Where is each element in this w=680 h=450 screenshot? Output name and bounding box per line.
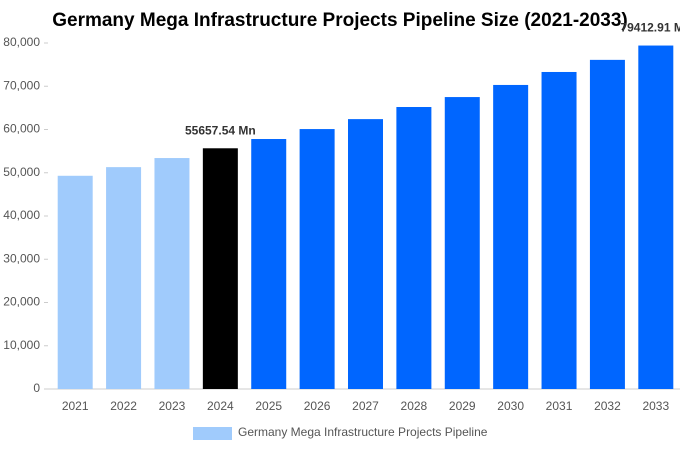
- legend-swatch: [193, 427, 232, 440]
- bar: [444, 97, 480, 389]
- x-tick-label: 2029: [449, 399, 476, 413]
- bar: [541, 71, 577, 389]
- legend-label: Germany Mega Infrastructure Projects Pip…: [238, 425, 488, 439]
- y-tick-label: 30,000: [3, 251, 40, 265]
- y-tick-label: 80,000: [3, 35, 40, 49]
- data-label: 79412.91 Mn: [620, 21, 680, 35]
- bar: [154, 158, 190, 389]
- bar: [589, 59, 625, 390]
- x-tick-label: 2027: [352, 399, 379, 413]
- bar: [493, 84, 529, 389]
- x-tick-label: 2022: [110, 399, 137, 413]
- x-tick-label: 2021: [62, 399, 89, 413]
- bar: [251, 139, 287, 389]
- y-tick-label: 60,000: [3, 122, 40, 136]
- bar: [299, 129, 335, 389]
- y-tick-label: 0: [33, 381, 40, 395]
- x-tick-label: 2033: [642, 399, 669, 413]
- bar: [396, 107, 432, 389]
- x-tick-label: 2031: [546, 399, 573, 413]
- x-tick-label: 2030: [497, 399, 524, 413]
- bar: [638, 45, 674, 390]
- data-label: 55657.54 Mn: [185, 123, 256, 137]
- y-tick-label: 70,000: [3, 78, 40, 92]
- x-tick-label: 2026: [304, 399, 331, 413]
- x-tick-label: 2028: [401, 399, 428, 413]
- y-tick-label: 40,000: [3, 208, 40, 222]
- x-tick-label: 2032: [594, 399, 621, 413]
- x-tick-label: 2023: [159, 399, 186, 413]
- y-tick-label: 20,000: [3, 295, 40, 309]
- bar: [57, 175, 93, 389]
- x-tick-label: 2024: [207, 399, 234, 413]
- y-tick-label: 50,000: [3, 165, 40, 179]
- y-tick-label: 10,000: [3, 338, 40, 352]
- bar: [348, 119, 383, 390]
- bar: [202, 148, 238, 389]
- x-tick-label: 2025: [255, 399, 282, 413]
- chart-title: Germany Mega Infrastructure Projects Pip…: [52, 10, 628, 31]
- bar: [106, 167, 142, 389]
